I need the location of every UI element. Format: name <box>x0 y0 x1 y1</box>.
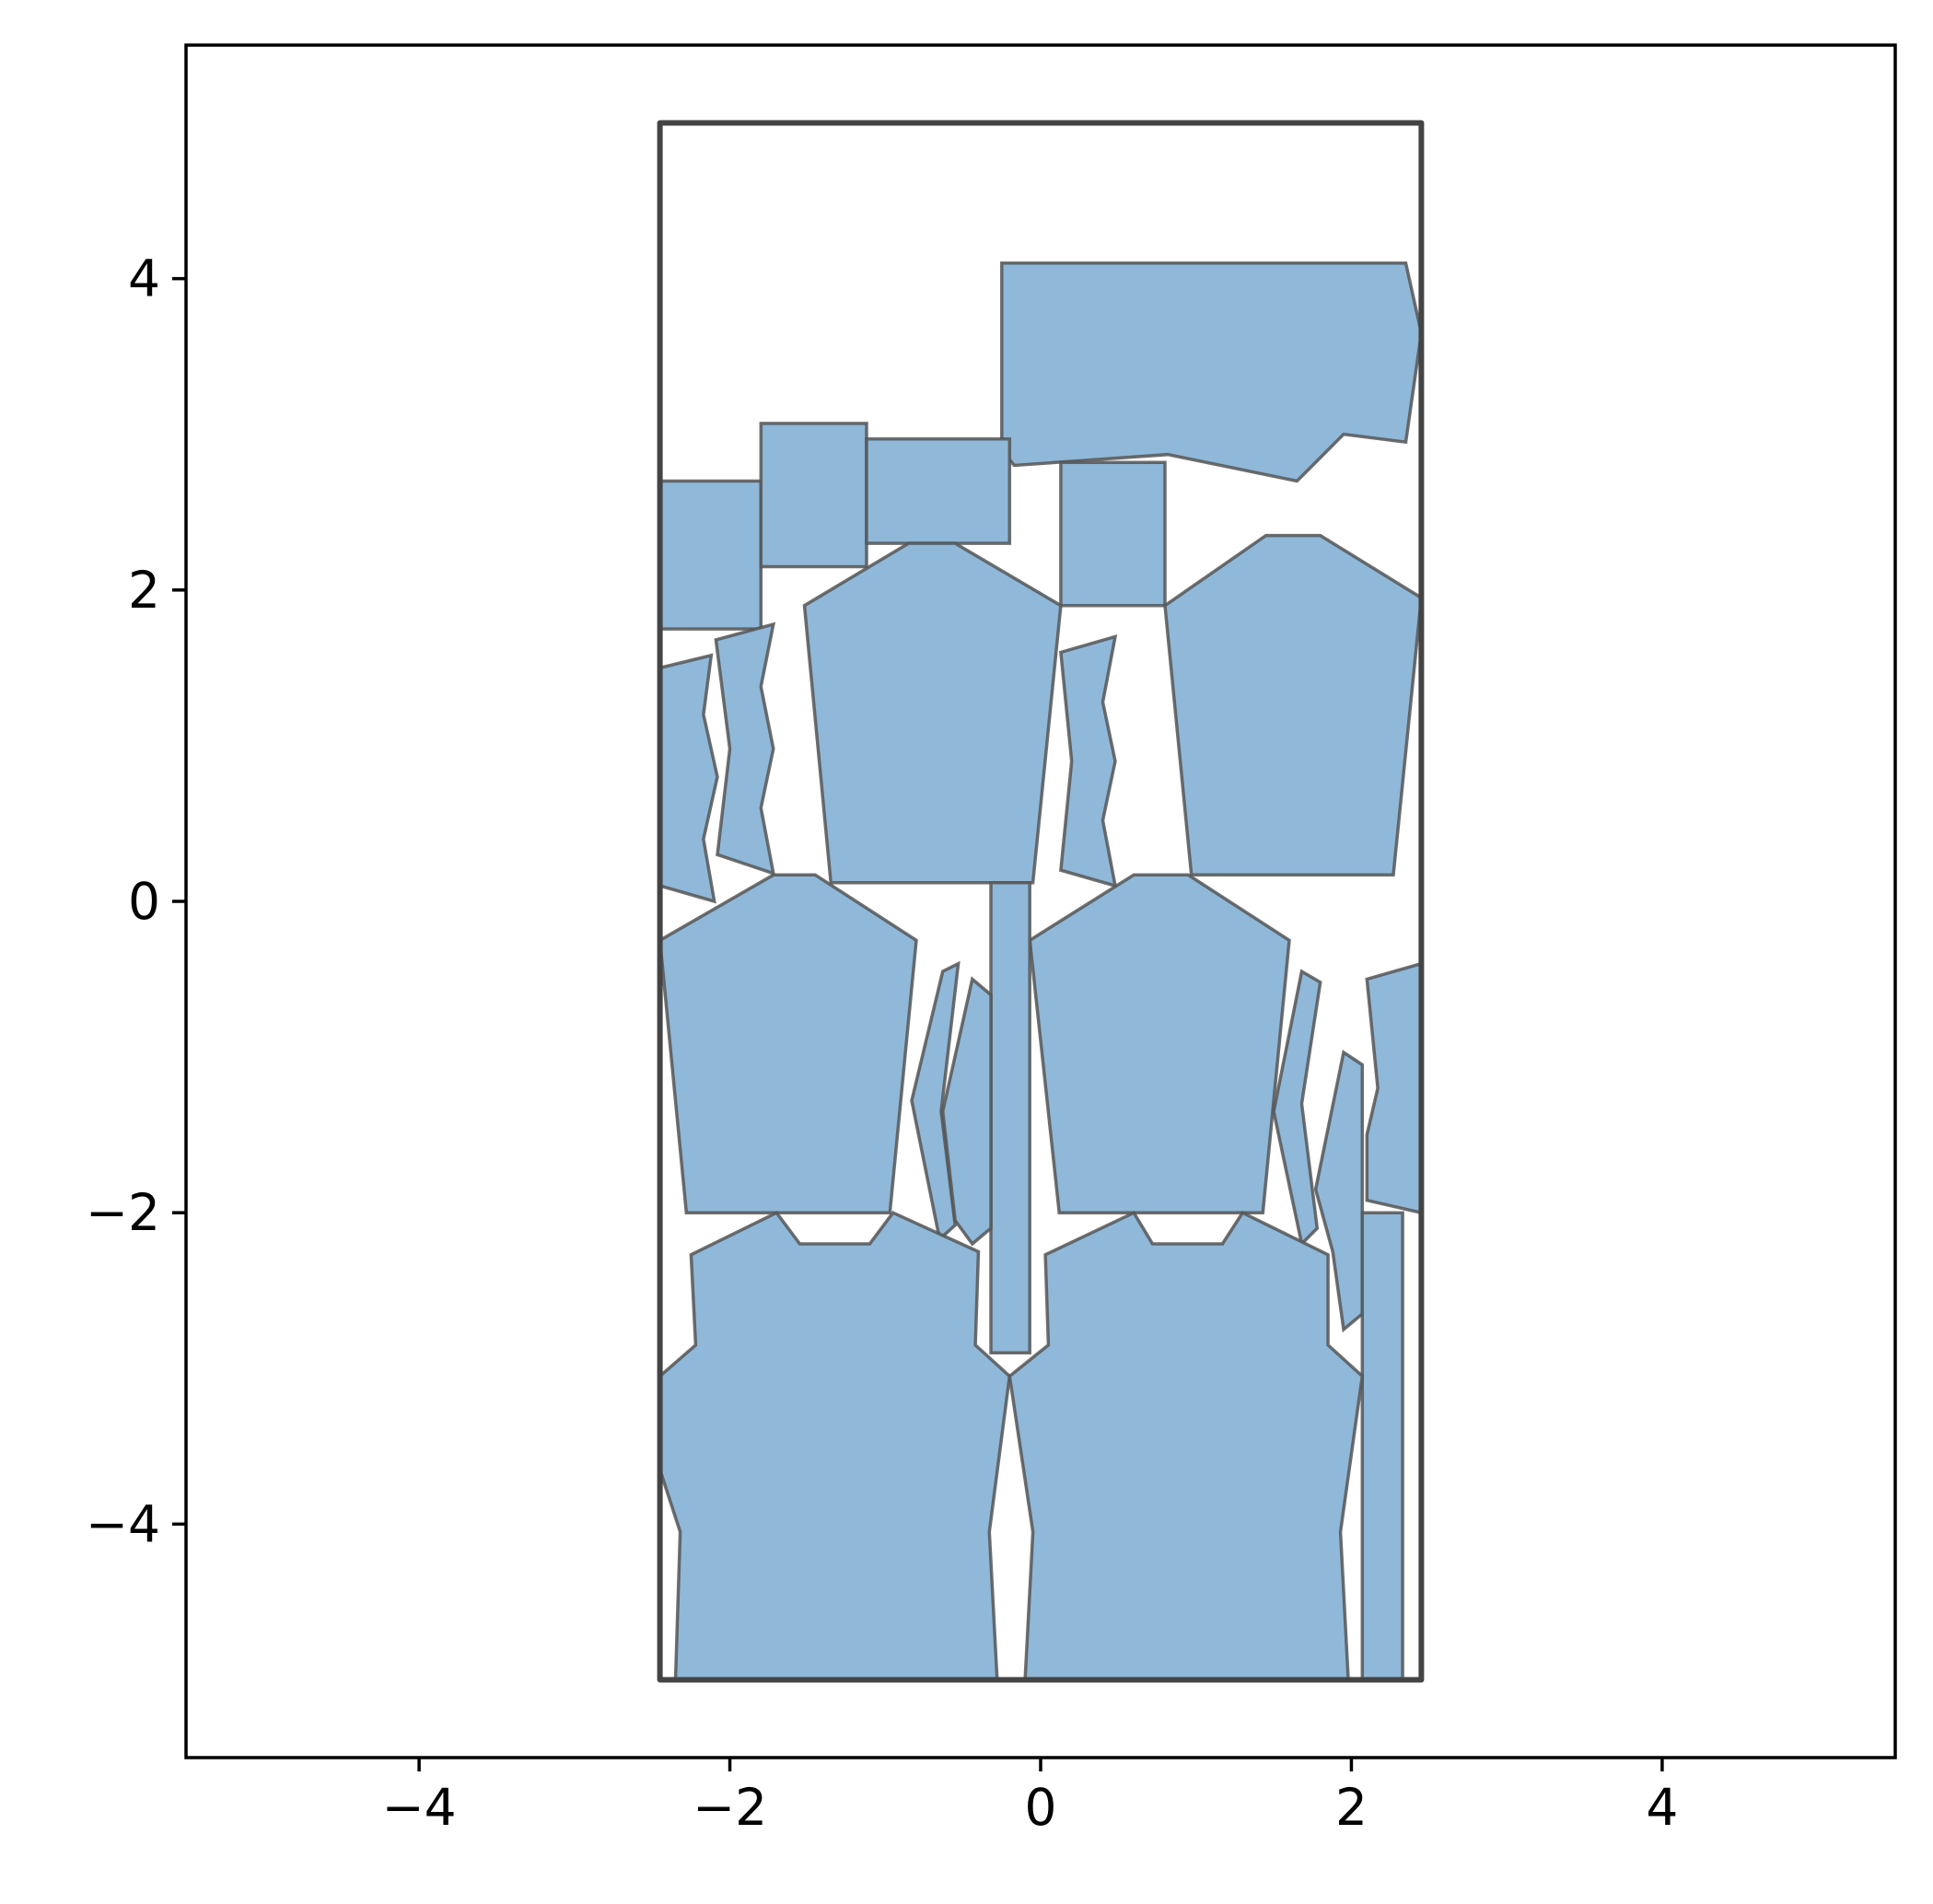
container-rectangle <box>657 120 1425 1683</box>
y-axis-ticks: −4 −2 0 2 4 <box>86 250 186 1553</box>
y-tick-label: 2 <box>128 561 160 620</box>
piece-polygon-3 <box>759 422 868 569</box>
piece-polygon-11 <box>658 873 918 1214</box>
piece-polygon-16 <box>1272 969 1322 1248</box>
piece-polygon-21 <box>1007 1210 1365 1682</box>
piece-polygon-4 <box>865 437 1012 545</box>
piece-polygon-20 <box>658 1210 1012 1682</box>
piece-polygon-13 <box>989 880 1031 1355</box>
x-tick-label: 4 <box>1646 1778 1678 1837</box>
piece-polygon-7 <box>1163 533 1424 877</box>
pieces-layer <box>658 261 1424 1682</box>
piece-polygon-12 <box>1028 873 1291 1214</box>
piece-polygon-1 <box>1000 261 1424 483</box>
x-tick-label: 0 <box>1025 1778 1057 1837</box>
piece-polygon-8 <box>658 653 719 904</box>
piece-polygon-6 <box>802 541 1063 885</box>
y-tick-label: 4 <box>128 250 160 308</box>
piece-polygon-10 <box>1059 634 1118 888</box>
piece-polygon-19 <box>1360 1211 1404 1682</box>
y-tick-label: 0 <box>128 872 160 931</box>
piece-polygon-2 <box>658 479 763 631</box>
piece-polygon-9 <box>714 621 776 877</box>
piece-polygon-14 <box>910 960 961 1243</box>
x-tick-label: 2 <box>1335 1778 1368 1837</box>
x-tick-label: −2 <box>693 1778 767 1837</box>
y-tick-label: −2 <box>86 1183 160 1242</box>
y-tick-label: −4 <box>86 1494 160 1553</box>
piece-polygon-5 <box>1059 460 1167 608</box>
piece-polygon-15 <box>940 976 993 1247</box>
x-axis-ticks: −4 −2 0 2 4 <box>382 1758 1678 1837</box>
container-layer <box>657 120 1425 1683</box>
x-tick-label: −4 <box>382 1778 457 1837</box>
